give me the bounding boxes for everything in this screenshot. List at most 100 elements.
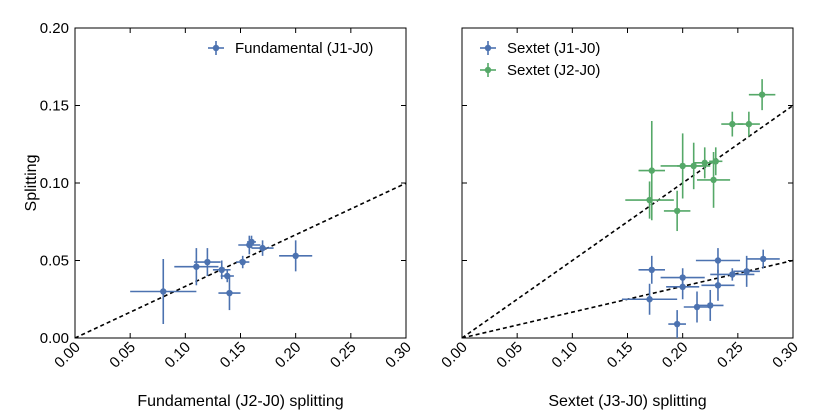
x-tick-label: 0.25 xyxy=(714,339,747,372)
x-tick-label: 0.10 xyxy=(548,339,581,372)
point-marker xyxy=(226,289,233,297)
data-point xyxy=(746,249,780,269)
point-marker xyxy=(690,162,697,170)
point-marker xyxy=(758,91,766,98)
data-point xyxy=(638,121,666,221)
x-tick-label: 0.05 xyxy=(493,339,526,372)
point-marker xyxy=(712,158,719,165)
point-marker xyxy=(714,282,722,289)
data-point xyxy=(279,240,313,272)
data-point xyxy=(721,111,744,137)
y-axis-title: Splitting xyxy=(23,155,40,212)
legend-label: Fundamental (J1-J0) xyxy=(235,40,373,57)
series-0 xyxy=(130,235,313,325)
data-point xyxy=(709,147,723,176)
x-tick-label: 0.05 xyxy=(106,339,139,372)
point-marker xyxy=(218,266,225,273)
point-marker xyxy=(760,255,767,263)
data-point xyxy=(695,248,741,273)
reference-lines xyxy=(462,104,793,338)
panel-sextet: 0.00 0.05 0.10 0.15 0.20 0.25 0.30 Sextet (J1-… xyxy=(438,27,802,410)
data-point xyxy=(130,258,197,325)
y-tick-label: 0.05 xyxy=(40,253,69,270)
ticks: 0.00 0.05 0.10 0.15 0.20 0.25 0.300.000.050.10… xyxy=(40,20,415,371)
data-point xyxy=(238,235,261,255)
point-marker xyxy=(729,271,736,278)
y-tick-label: 0.20 xyxy=(40,20,69,37)
data-point xyxy=(733,255,760,287)
data-point xyxy=(218,276,241,311)
data-point xyxy=(638,255,666,284)
x-tick-label: 0.15 xyxy=(217,339,250,372)
point-marker xyxy=(710,176,717,184)
point-marker xyxy=(679,274,686,281)
x-tick-label: 0.10 xyxy=(161,339,194,372)
legend-label: Sextet (J1-J0) xyxy=(507,40,600,57)
data-point xyxy=(668,310,686,338)
legend-entry: Sextet (J2-J0) xyxy=(480,62,600,79)
x-tick-label: 0.20 xyxy=(272,339,305,372)
x-axis-title: Fundamental (J2-J0) splitting xyxy=(137,393,343,410)
y-tick-label: 0.15 xyxy=(40,98,69,115)
x-tick-label: 0.25 xyxy=(327,339,360,372)
point-marker xyxy=(259,244,266,252)
data-point xyxy=(748,79,776,111)
data-point xyxy=(697,289,724,321)
point-marker xyxy=(224,272,231,280)
point-marker xyxy=(648,167,655,174)
data-point xyxy=(693,147,716,179)
point-marker xyxy=(707,302,714,309)
y-tick-label: 0.00 xyxy=(40,330,69,347)
series-0 xyxy=(621,248,780,338)
data-point xyxy=(663,190,691,232)
point-marker xyxy=(729,120,736,128)
data-point xyxy=(683,291,711,323)
data-point xyxy=(251,240,274,256)
point-marker xyxy=(193,263,200,270)
data-point xyxy=(660,268,705,287)
data-marks xyxy=(130,235,313,325)
data-point xyxy=(236,255,250,269)
data-point xyxy=(247,235,256,249)
point-marker xyxy=(204,258,211,266)
point-marker xyxy=(745,120,753,128)
ticks: 0.00 0.05 0.10 0.15 0.20 0.25 0.30 xyxy=(438,27,802,372)
point-marker xyxy=(673,207,681,215)
y-tick-label: 0.10 xyxy=(40,175,69,192)
x-tick-label: 0.15 xyxy=(604,339,637,372)
x-axis-title: Sextet (J3-J0) splitting xyxy=(548,393,706,410)
data-point xyxy=(625,181,674,219)
point-marker xyxy=(648,266,655,273)
legend-label: Sextet (J2-J0) xyxy=(507,62,600,79)
data-point xyxy=(174,248,219,286)
x-tick-label: 0.30 xyxy=(769,339,802,372)
data-point xyxy=(737,111,760,137)
data-point xyxy=(194,248,221,276)
x-tick-label: 0.20 xyxy=(659,339,692,372)
point-marker xyxy=(743,268,750,275)
x-tick-label: 0.30 xyxy=(382,339,415,372)
data-point xyxy=(220,269,234,283)
point-marker xyxy=(714,257,722,264)
legend-entry: Sextet (J1-J0) xyxy=(480,40,600,57)
reference-line xyxy=(462,104,793,338)
legend-marker xyxy=(212,44,220,52)
point-marker xyxy=(701,159,708,167)
point-marker xyxy=(292,252,299,260)
panel-fundamental: 0.00 0.05 0.10 0.15 0.20 0.25 0.300.000.050.10… xyxy=(23,20,415,410)
point-marker xyxy=(673,320,681,328)
point-marker xyxy=(646,296,653,303)
x-tick-label: 0.00 xyxy=(438,339,471,372)
legend-marker xyxy=(484,66,492,74)
point-marker xyxy=(248,238,255,246)
legend: Fundamental (J1-J0) xyxy=(208,40,373,57)
point-marker xyxy=(160,288,167,295)
data-point xyxy=(621,283,678,315)
point-marker xyxy=(239,258,246,266)
legend-entry: Fundamental (J1-J0) xyxy=(208,40,373,57)
data-marks xyxy=(621,79,780,338)
plot-frame xyxy=(74,27,407,339)
legend-marker xyxy=(484,44,492,52)
legend: Sextet (J1-J0) Sextet (J2-J0) xyxy=(480,40,600,79)
